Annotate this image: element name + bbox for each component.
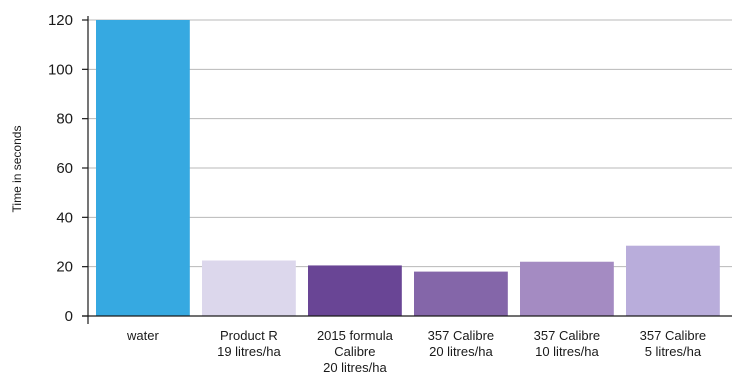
bar-4 (520, 261, 614, 316)
category-label-3-line-1: 20 litres/ha (429, 344, 493, 359)
category-label-5-line-1: 5 litres/ha (645, 344, 702, 359)
bars (96, 20, 720, 316)
bar-1 (202, 260, 296, 316)
bar-2 (308, 265, 402, 316)
axes (82, 16, 732, 324)
category-label-1-line-1: 19 litres/ha (217, 344, 281, 359)
category-label-1-line-0: Product R (220, 328, 278, 343)
category-labels: water Product R19 litres/ha 2015 formulaCa… (126, 328, 706, 375)
category-label-2-line-2: 20 litres/ha (323, 360, 387, 375)
category-label-2-line-1: Calibre (334, 344, 375, 359)
category-label-4-line-0: 357 Calibre (534, 328, 601, 343)
y-tick-label-0: 0 (65, 308, 73, 325)
y-axis-title: Time in seconds (10, 126, 24, 213)
category-label-3-line-0: 357 Calibre (428, 328, 495, 343)
y-tick-label-4: 80 (56, 111, 73, 128)
y-tick-label-3: 60 (56, 160, 73, 177)
gridlines (88, 19, 732, 268)
category-label-5-line-0: 357 Calibre (640, 328, 707, 343)
category-label-0-line-0: water (126, 328, 159, 343)
category-label-4-line-1: 10 litres/ha (535, 344, 599, 359)
bar-0 (96, 20, 190, 316)
bar-5 (626, 245, 720, 316)
y-tick-label-1: 20 (56, 259, 73, 276)
category-label-2-line-0: 2015 formula (317, 328, 394, 343)
y-tick-label-2: 40 (56, 209, 73, 226)
y-tick-label-6: 120 (48, 12, 73, 29)
y-tick-labels: 0 20 40 60 80 100 120 (48, 12, 73, 325)
y-tick-label-5: 100 (48, 61, 73, 78)
bar-3 (414, 271, 508, 316)
